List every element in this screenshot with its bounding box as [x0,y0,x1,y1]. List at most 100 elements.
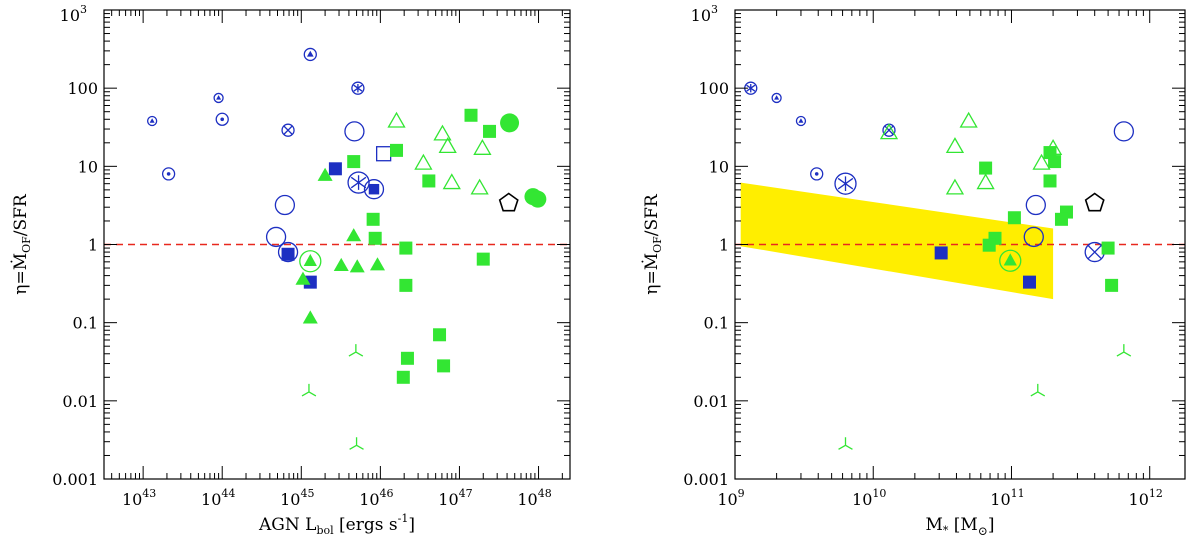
data-point [498,192,519,212]
data-point [347,171,370,194]
data-point [1054,212,1068,226]
shaded-region [740,182,1054,300]
data-point [146,115,158,127]
data-point [351,81,365,95]
data-point [346,228,362,242]
data-point [348,344,364,357]
data-point [349,437,364,450]
data-point [303,47,317,62]
data-point [1048,155,1062,169]
data-point [363,179,385,200]
y-tick-label: 0.001 [52,470,98,489]
data-point [464,108,478,122]
data-point [213,92,224,104]
data-point [934,246,948,260]
data-point [1030,383,1046,397]
data-point [1113,121,1134,142]
data-point [979,161,993,175]
data-point [1116,344,1132,357]
data-point [265,226,287,248]
data-point [771,92,782,104]
data-point [442,173,461,190]
data-point [387,111,406,128]
data-point [999,249,1022,272]
data-point [1007,211,1021,225]
y-tick-label: 0.001 [683,470,729,489]
data-point [295,271,311,285]
data-point [810,167,824,181]
data-point [1043,174,1057,188]
data-markers [744,81,1134,450]
data-point [879,123,899,140]
data-point [302,310,318,324]
ticks [734,9,1185,480]
data-point [161,167,176,181]
data-point [433,124,452,141]
ticks [104,9,570,480]
data-point [274,194,296,216]
data-point [470,178,489,195]
x-tick-label: 1044 [201,487,235,509]
data-point [1084,192,1105,212]
data-point [529,190,547,208]
data-point [301,383,317,397]
x-tick-label: 1043 [122,487,156,509]
data-point [1023,226,1044,248]
x-tick-label: 1011 [990,487,1024,509]
data-point [483,124,497,138]
data-point [414,153,433,170]
data-point [834,172,857,195]
y-tick-label: 103 [691,3,718,25]
data-point [277,241,299,263]
x-tick-label: 1012 [1129,487,1163,509]
data-point [945,137,965,154]
data-point [317,167,333,181]
x-tick-label: 109 [717,487,744,509]
data-point [500,113,520,133]
x-axis-label: AGN Lbol [ergs s-1] [258,512,415,537]
data-point [422,174,436,188]
y-tick-label: 0.01 [62,392,98,411]
y-tick-label: 10 [709,157,729,176]
data-point [438,137,457,154]
data-point [349,259,365,273]
data-point [399,278,413,292]
data-point [399,241,413,255]
y-tick-label: 0.1 [73,314,98,333]
data-point [1084,241,1105,263]
data-point [390,143,404,157]
data-point [976,173,995,190]
data-point [366,212,380,226]
y-tick-label: 100 [698,79,729,98]
data-point [328,162,342,176]
y-tick-label: 0.1 [704,314,729,333]
data-point [368,231,382,245]
x-tick-label: 1048 [517,487,551,509]
data-point [281,247,295,261]
x-tick-label: 1047 [438,487,472,509]
data-point [1105,278,1119,292]
data-point [982,238,996,252]
x-tick-label: 1010 [852,487,886,509]
data-point [347,155,361,169]
x-tick-label: 1045 [280,487,314,509]
x-axis-label: M* [M⊙] [925,515,994,538]
data-point [375,146,392,162]
data-point [396,370,410,384]
data-point [344,121,365,142]
y-tick-label: 0.01 [693,392,729,411]
data-point [299,250,322,273]
data-point [959,111,978,128]
data-point [1101,241,1115,255]
data-point [882,123,896,137]
data-point [433,328,447,342]
data-point [215,112,229,126]
y-axis-label: η=ṀOF/SFR [10,193,33,295]
data-point [1022,275,1036,289]
data-point [370,257,386,271]
y-tick-label: 1 [88,236,98,255]
data-point [476,252,490,266]
data-point [473,139,492,155]
data-point [945,178,965,195]
